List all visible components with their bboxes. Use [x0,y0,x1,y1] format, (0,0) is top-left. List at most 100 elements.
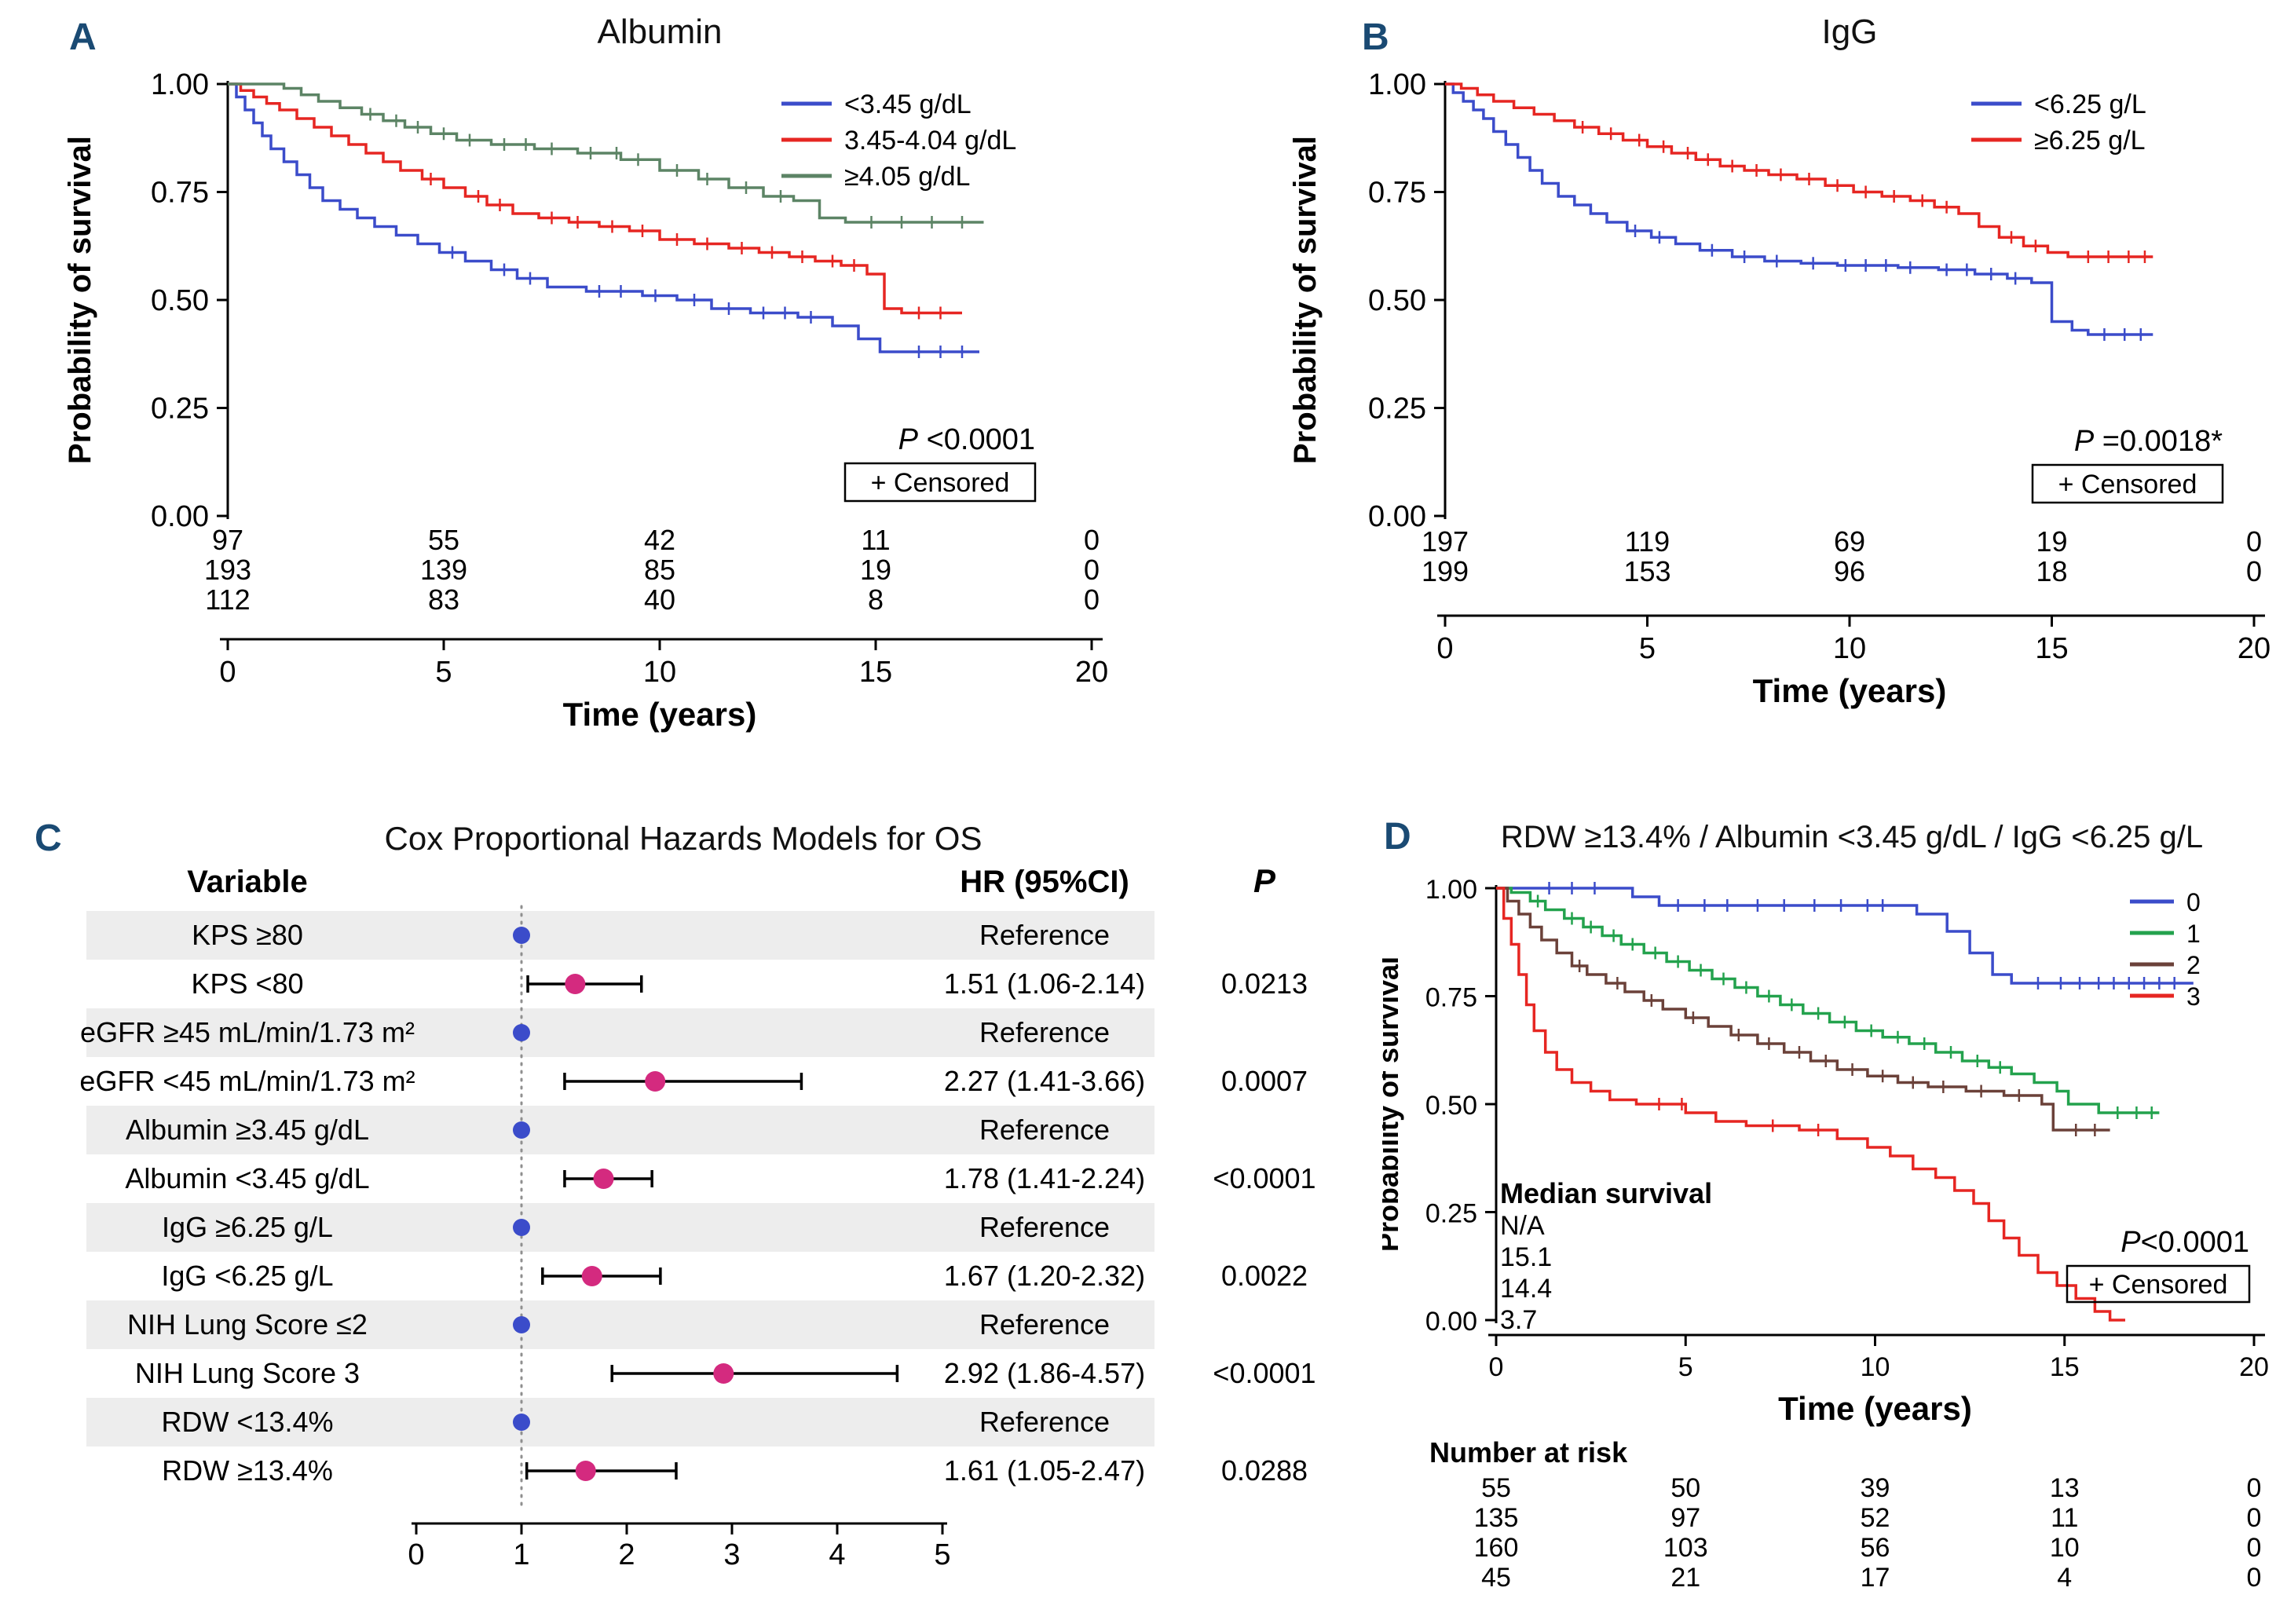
svg-text:0.25: 0.25 [1425,1199,1477,1229]
svg-text:5: 5 [934,1538,950,1571]
row-hr: Reference [979,1406,1110,1438]
svg-text:1: 1 [513,1538,529,1571]
at-risk-count: 0 [1084,554,1100,586]
svg-text:0: 0 [1436,632,1453,665]
col-header-variable: Variable [187,865,307,899]
series-3 [1496,887,2125,1322]
row-p: <0.0001 [1213,1162,1315,1194]
svg-text:5: 5 [1639,632,1656,665]
legend-label: ≥6.25 g/L [2034,126,2146,155]
row-band [86,1008,1154,1057]
row-hr: 1.61 (1.05-2.47) [944,1454,1145,1487]
median-survival-label: Median survival [1500,1177,1712,1209]
svg-text:0.75: 0.75 [1425,983,1477,1013]
svg-text:15: 15 [2050,1352,2080,1382]
panel-label-a: A [69,16,97,58]
panel-c-title: Cox Proportional Hazards Models for OS [384,820,982,857]
panel-b-title: IgG [1821,13,1878,51]
at-risk-count: 139 [420,554,467,586]
at-risk-count: 85 [644,554,675,586]
svg-text:+ Censored: + Censored [2058,470,2197,499]
hr-dot [593,1169,614,1189]
axes [1434,81,2265,627]
x-axis-label: Time (years) [1753,672,1947,709]
row-band [86,911,1154,960]
at-risk-count: 42 [644,524,675,556]
at-risk-count: 11 [861,524,890,556]
svg-text:15: 15 [859,656,892,689]
row-variable: IgG <6.25 g/L [161,1260,333,1292]
censored-box [2031,463,2224,504]
at-risk-count: 97 [212,524,243,556]
svg-text:20: 20 [2238,632,2271,665]
row-hr: Reference [979,1211,1110,1243]
col-header-hr: HR (95%CI) [960,865,1129,899]
at-risk-count: 50 [1670,1473,1700,1503]
panel-a-albumin: A Albumin 0.00 0.25 0.50 0.75 1.00 0 5 10 15 20 Ti… [47,11,1147,804]
row-band [86,1398,1154,1447]
y-axis-label: Probability of survival [1382,956,1404,1252]
row-hr: Reference [979,1016,1110,1048]
svg-text:5: 5 [435,656,452,689]
svg-text:0.50: 0.50 [1425,1091,1477,1121]
at-risk-count: 0 [2247,1473,2262,1503]
at-risk-count: 112 [205,583,250,616]
at-risk-count: 21 [1670,1563,1700,1593]
row-band [86,1106,1154,1154]
svg-text:0.25: 0.25 [1368,393,1426,426]
censored-box [843,462,1037,503]
axes [217,81,1103,650]
p-value: P =0.0018* [2074,425,2223,458]
at-risk-count: 0 [2247,1563,2262,1593]
at-risk-count: 17 [1861,1563,1890,1593]
svg-text:10: 10 [1833,632,1866,665]
legend-label: 0 [2186,888,2201,916]
at-risk-count: 19 [860,554,891,586]
series-<3.45 g/dL [228,82,979,358]
row-band [86,1203,1154,1252]
row-variable: NIH Lung Score ≤2 [127,1308,368,1341]
panel-label-c: C [35,817,62,859]
series-≥4.05 g/dL [228,82,984,229]
svg-text:0.00: 0.00 [1425,1307,1477,1337]
row-hr: 2.27 (1.41-3.66) [944,1065,1145,1097]
censored-box [2066,1264,2251,1304]
svg-text:2: 2 [618,1538,635,1571]
legend-label: 1 [2186,920,2201,948]
at-risk-count: 19 [2036,525,2067,558]
at-risk-count: 193 [204,554,251,586]
svg-text:0.50: 0.50 [1368,284,1426,317]
y-axis-label: Probability of survival [1288,136,1323,464]
at-risk-count: 97 [1670,1503,1700,1533]
at-risk-count: 0 [2247,1533,2262,1563]
svg-text:0.75: 0.75 [151,177,209,210]
hr-dot [713,1363,734,1384]
svg-text:0: 0 [1489,1352,1504,1382]
at-risk-count: 0 [2247,1503,2262,1533]
svg-text:4: 4 [829,1538,845,1571]
at-risk-count: 13 [2050,1473,2080,1503]
at-risk-count: 0 [1084,583,1100,616]
legend-label: ≥4.05 g/dL [844,162,970,192]
at-risk-count: 45 [1481,1563,1511,1593]
series-<6.25 g/L [1445,82,2153,341]
legend-label: <6.25 g/L [2034,90,2146,119]
reference-dot [513,1316,530,1333]
row-variable: RDW <13.4% [161,1406,333,1438]
row-p: <0.0001 [1213,1357,1315,1389]
svg-text:20: 20 [2239,1352,2269,1382]
at-risk-count: 56 [1861,1533,1890,1563]
series-≥6.25 g/L [1445,82,2153,263]
panel-label-b: B [1362,16,1389,58]
series-3.45-4.04 g/dL [228,82,962,320]
svg-text:0.50: 0.50 [151,284,209,317]
panel-c-cox-forest: C Cox Proportional Hazards Models for OS… [24,817,1374,1611]
hr-dot [645,1071,666,1092]
at-risk-count: 0 [2246,555,2262,587]
cox-forest-plot: Variable HR (95%CI) P KPS ≥80 Reference KPS <… [79,862,1315,1571]
reference-dot [513,1219,530,1236]
row-hr: Reference [979,1308,1110,1341]
svg-text:20: 20 [1075,656,1108,689]
row-p: 0.0022 [1221,1260,1308,1292]
